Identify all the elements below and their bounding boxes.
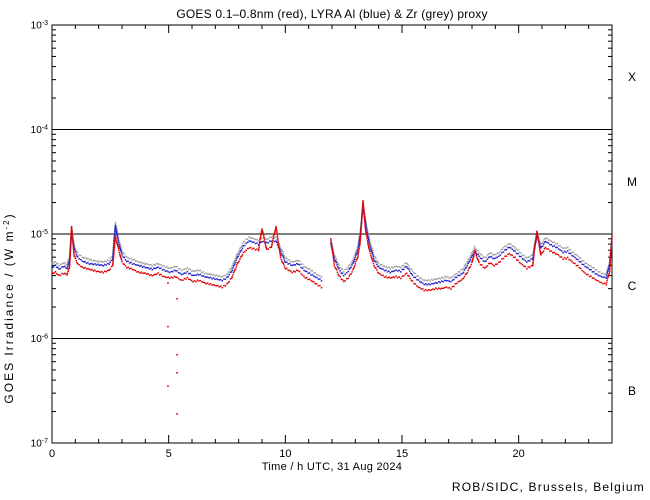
svg-text:10-3: 10-3 (31, 20, 48, 32)
flare-class-label-x: X (627, 70, 636, 84)
flare-class-label-m: M (627, 175, 637, 189)
flare-class-lines (52, 129, 612, 339)
plot-title: GOES 0.1–0.8nm (red), LYRA Al (blue) & Z… (176, 7, 488, 21)
y-tick-labels: 10-3 10-4 10-5 10-6 10-7 (31, 20, 48, 450)
x-tick-labels: 0 5 10 15 20 (49, 448, 525, 460)
axis-ticks (51, 24, 612, 444)
series-goes-0-1-0-8nm (51, 200, 613, 292)
svg-text:10-7: 10-7 (31, 438, 48, 450)
credit-text: ROB/SIDC, Brussels, Belgium (451, 480, 645, 494)
svg-text:20: 20 (513, 448, 525, 460)
svg-text:10-4: 10-4 (31, 125, 48, 137)
svg-text:10-5: 10-5 (31, 229, 48, 241)
svg-text:5: 5 (166, 448, 172, 460)
svg-text:10: 10 (279, 448, 291, 460)
flare-class-label-c: C (627, 279, 637, 293)
red-dropout-points (167, 282, 178, 415)
flare-class-label-b: B (627, 384, 636, 398)
svg-text:10-6: 10-6 (31, 334, 48, 346)
series-lyra-zr-proxy (51, 201, 613, 282)
svg-text:0: 0 (49, 448, 55, 460)
y-axis-label: GOES Irradiance / (W m-2) (2, 212, 16, 403)
svg-text:15: 15 (396, 448, 408, 460)
x-axis-label: Time / h UTC, 31 Aug 2024 (261, 461, 403, 473)
